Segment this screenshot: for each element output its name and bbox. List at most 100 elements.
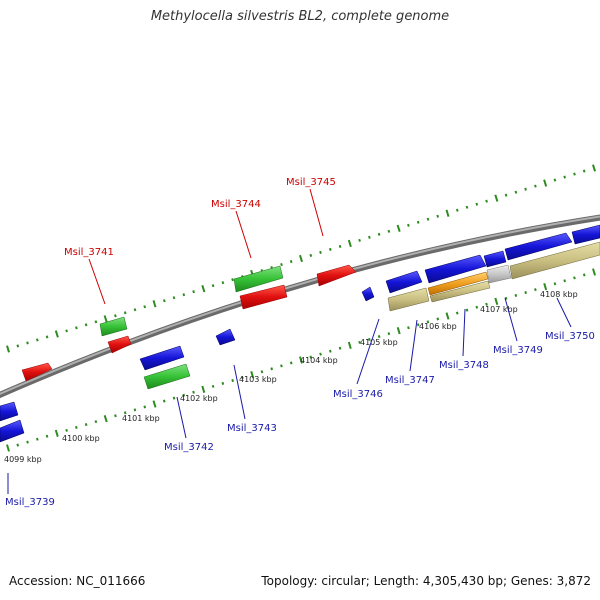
major-tick [299,356,303,364]
minor-tick [416,323,420,327]
gene-label[interactable]: Msil_3742 [164,442,214,453]
minor-tick [75,326,78,330]
kbp-label: 4101 kbp [122,414,160,423]
minor-tick [172,396,176,400]
major-tick [494,194,499,202]
minor-tick [328,349,332,353]
gene-label[interactable]: Msil_3741 [64,247,114,258]
minor-tick [280,262,283,267]
major-tick [396,327,401,335]
gene-khaki[interactable] [429,280,491,303]
kbp-label: 4100 kbp [62,434,100,443]
minor-tick [514,293,518,297]
gene-label[interactable]: Msil_3747 [385,375,435,386]
gene-blue[interactable] [504,232,573,261]
minor-tick [280,364,283,368]
tick-row-bottom [6,268,596,452]
minor-tick [553,178,557,182]
genes-bottom-strand [0,224,600,443]
gene-red[interactable] [107,335,132,354]
gene-blue[interactable] [571,224,600,245]
minor-tick [485,199,488,203]
gene-blue[interactable] [139,345,185,371]
minor-tick [358,340,361,344]
gene-blue[interactable] [483,250,507,268]
minor-tick [94,320,98,324]
gene-labels-bottom: Msil_3739 Msil_3742 Msil_3743 Msil_3746 … [5,331,595,508]
major-tick [299,254,303,263]
kbp-label: 4104 kbp [300,356,338,365]
gene-label[interactable]: Msil_3739 [5,497,55,508]
minor-tick [309,253,313,258]
minor-tick [524,291,527,295]
minor-tick [455,208,459,212]
map-title: Methylocella silvestris BL2, complete ge… [150,9,450,24]
minor-tick [338,244,342,249]
minor-tick [45,434,49,438]
gene-label[interactable]: Msil_3748 [439,360,489,371]
gene-label[interactable]: Msil_3746 [333,389,383,400]
gene-label[interactable]: Msil_3745 [286,177,336,188]
minor-tick [192,290,195,294]
minor-tick [475,202,479,206]
gene-green[interactable] [143,363,191,390]
minor-tick [84,423,88,427]
kbp-label: 4102 kbp [180,394,218,403]
gene-green[interactable] [233,265,284,293]
gene-red[interactable] [21,362,53,382]
minor-tick [475,305,479,309]
gene-label[interactable]: Msil_3743 [227,423,277,434]
gene-red[interactable] [239,284,288,310]
gene-red[interactable] [316,264,357,287]
tick-row-top [6,164,596,353]
minor-tick [426,217,430,221]
minor-tick [338,346,342,350]
minor-tick [485,302,488,306]
gene-khaki[interactable] [387,287,430,312]
minor-tick [465,205,469,209]
gene-khaki[interactable] [509,241,600,280]
minor-tick [143,405,147,409]
minor-tick [319,250,322,255]
gene-blue[interactable] [215,328,236,346]
minor-tick [123,311,127,315]
minor-tick [182,293,186,297]
minor-tick [211,284,215,288]
major-tick [445,209,450,217]
minor-tick [45,335,49,339]
gene-grey[interactable] [486,264,512,284]
gene-blue[interactable] [385,270,423,294]
gene-green[interactable] [99,316,128,337]
minor-tick [553,282,557,286]
genes-top-strand [21,264,357,382]
minor-tick [387,229,391,233]
minor-tick [407,326,410,330]
minor-tick [114,414,117,418]
gene-blue[interactable] [0,419,25,443]
minor-tick [26,440,29,444]
minor-tick [84,323,88,327]
gene-orange[interactable] [427,271,489,296]
gene-blue[interactable] [361,286,375,302]
minor-tick [563,175,567,179]
gene-label[interactable]: Msil_3744 [211,199,261,210]
kbp-label: 4099 kbp [4,455,42,464]
gene-label[interactable]: Msil_3749 [493,345,543,356]
gene-blue[interactable] [424,254,487,284]
minor-tick [65,428,68,432]
minor-tick [426,320,430,324]
minor-tick [123,411,127,415]
gene-label[interactable]: Msil_3750 [545,331,595,342]
minor-tick [573,276,576,280]
kbp-label: 4106 kbp [419,322,457,331]
minor-tick [133,408,137,412]
minor-tick [514,190,518,194]
minor-tick [289,259,293,264]
minor-tick [221,381,225,385]
minor-tick [534,288,537,292]
minor-tick [16,443,20,447]
kbp-labels: 4099 kbp 4100 kbp 4101 kbp 4102 kbp 4103… [4,290,578,464]
major-tick [54,330,59,338]
major-tick [103,315,108,323]
gene-blue[interactable] [0,401,19,422]
